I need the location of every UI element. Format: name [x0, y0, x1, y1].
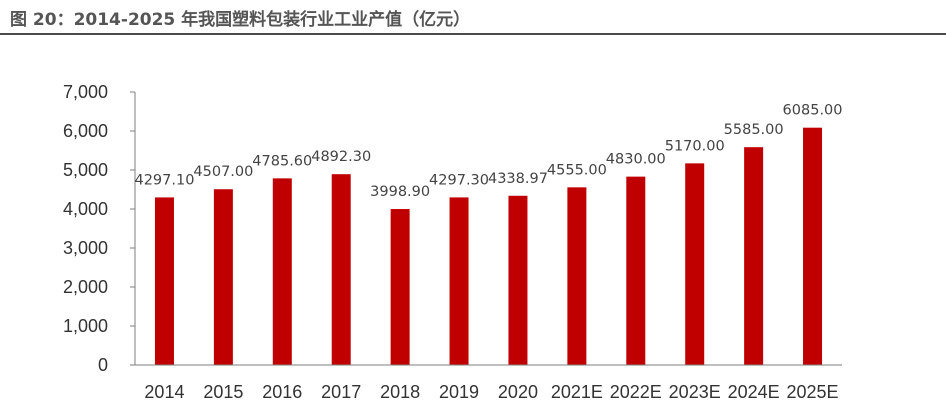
y-tick-label: 5,000: [63, 160, 108, 180]
x-tick-label: 2020: [498, 382, 538, 401]
bar: [567, 187, 587, 365]
y-tick-label: 3,000: [63, 238, 108, 258]
data-label: 4338.97: [488, 171, 548, 187]
x-tick-label: 2022E: [610, 382, 662, 401]
bar: [449, 197, 469, 365]
x-tick-label: 2017: [321, 382, 361, 401]
data-label: 4297.30: [429, 172, 489, 188]
bar: [272, 178, 292, 365]
data-label: 6085.00: [783, 103, 843, 119]
data-label: 5170.00: [665, 138, 725, 154]
bar: [213, 189, 233, 365]
x-tick-label: 2018: [380, 382, 420, 401]
y-tick-label: 1,000: [63, 316, 108, 336]
y-tick-label: 4,000: [63, 199, 108, 219]
data-label: 4555.00: [547, 162, 607, 178]
data-label: 4785.60: [252, 153, 312, 169]
data-label: 4507.00: [193, 164, 253, 180]
bar: [331, 174, 351, 365]
x-tick-label: 2014: [144, 382, 184, 401]
bar: [744, 147, 764, 365]
x-axis: 2014 2015 2016 2017 2018 2019 2020 2021E 2022E 20…: [135, 364, 842, 401]
y-tick-label: 2,000: [63, 277, 108, 297]
figure-title: 图 20：2014-2025 年我国塑料包装行业工业产值（亿元）: [10, 10, 471, 30]
y-tick-label: 6,000: [63, 121, 108, 141]
title-divider: [0, 33, 946, 35]
x-tick-label: 2023E: [669, 382, 721, 401]
bar: [154, 197, 174, 365]
data-label: 4892.30: [311, 149, 371, 165]
x-tick-label: 2015: [203, 382, 243, 401]
bar: [626, 176, 646, 365]
bar: [390, 209, 410, 365]
x-tick-label: 2019: [439, 382, 479, 401]
data-label: 3998.90: [370, 184, 430, 200]
bar: [508, 195, 528, 365]
x-tick-label: 2025E: [787, 382, 839, 401]
x-tick-label: 2016: [262, 382, 302, 401]
bar: [803, 127, 823, 365]
y-tick-label: 7,000: [63, 82, 108, 102]
x-tick-label: 2024E: [728, 382, 780, 401]
y-tick-label: 0: [98, 355, 108, 375]
bars: [154, 127, 823, 365]
bar: [685, 163, 705, 365]
data-label: 5585.00: [724, 122, 784, 138]
y-axis: 0 1,000 2,000 3,000 4,000 5,000 6,000 7,000: [63, 82, 136, 375]
data-label: 4297.10: [134, 172, 194, 188]
x-tick-label: 2021E: [551, 382, 603, 401]
data-label: 4830.00: [606, 152, 666, 168]
